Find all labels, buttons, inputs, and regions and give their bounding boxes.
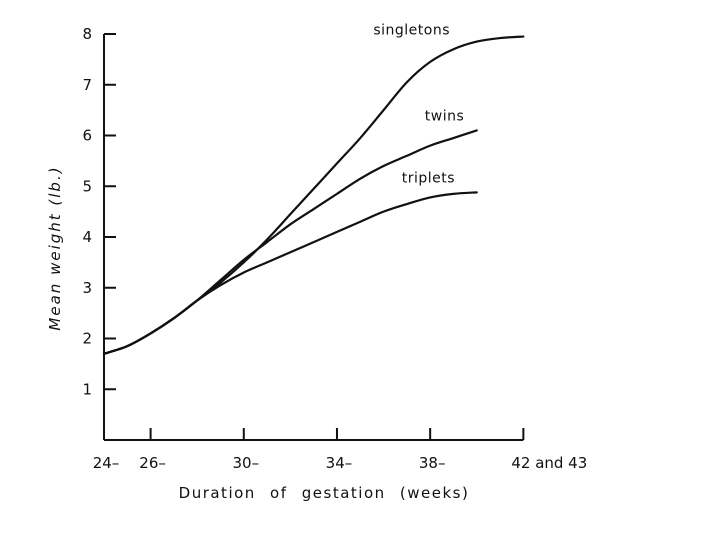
y-tick-label: 6 (82, 127, 92, 145)
y-tick-label: 2 (82, 330, 92, 348)
y-tick-label: 1 (82, 380, 92, 398)
series-line-triplets (102, 191, 478, 355)
x-tick-label: 42 and 43 (511, 454, 587, 472)
y-tick-label: 4 (82, 228, 92, 246)
x-tick-label: 26– (139, 454, 166, 472)
y-tick-label: 8 (82, 25, 92, 43)
x-tick-label: 38– (419, 454, 446, 472)
y-tick-label: 5 (82, 177, 92, 195)
series-label-singletons: singletons (373, 23, 450, 39)
x-tick-label: 24– (93, 454, 120, 472)
series-line-singletons (102, 35, 525, 355)
series-label-triplets: triplets (402, 170, 455, 186)
x-tick-label: 30– (232, 454, 259, 472)
x-axis-label: Duration of gestation (weeks) (179, 484, 470, 502)
series-lines (102, 35, 525, 355)
y-axis-ticks: 1 2 3 4 5 6 7 8 (82, 25, 116, 398)
y-tick-label: 7 (82, 76, 92, 94)
y-axis-label: Mean weight (lb.) (46, 165, 64, 330)
series-labels: singletons twins triplets (373, 23, 465, 187)
series-line-twins (102, 129, 478, 355)
x-axis-ticks: 24– 26– 30– 34– 38– 42 and 43 (93, 428, 587, 472)
axes (103, 34, 524, 441)
y-tick-label: 3 (82, 279, 92, 297)
series-label-twins: twins (425, 108, 465, 124)
x-tick-label: 34– (326, 454, 353, 472)
